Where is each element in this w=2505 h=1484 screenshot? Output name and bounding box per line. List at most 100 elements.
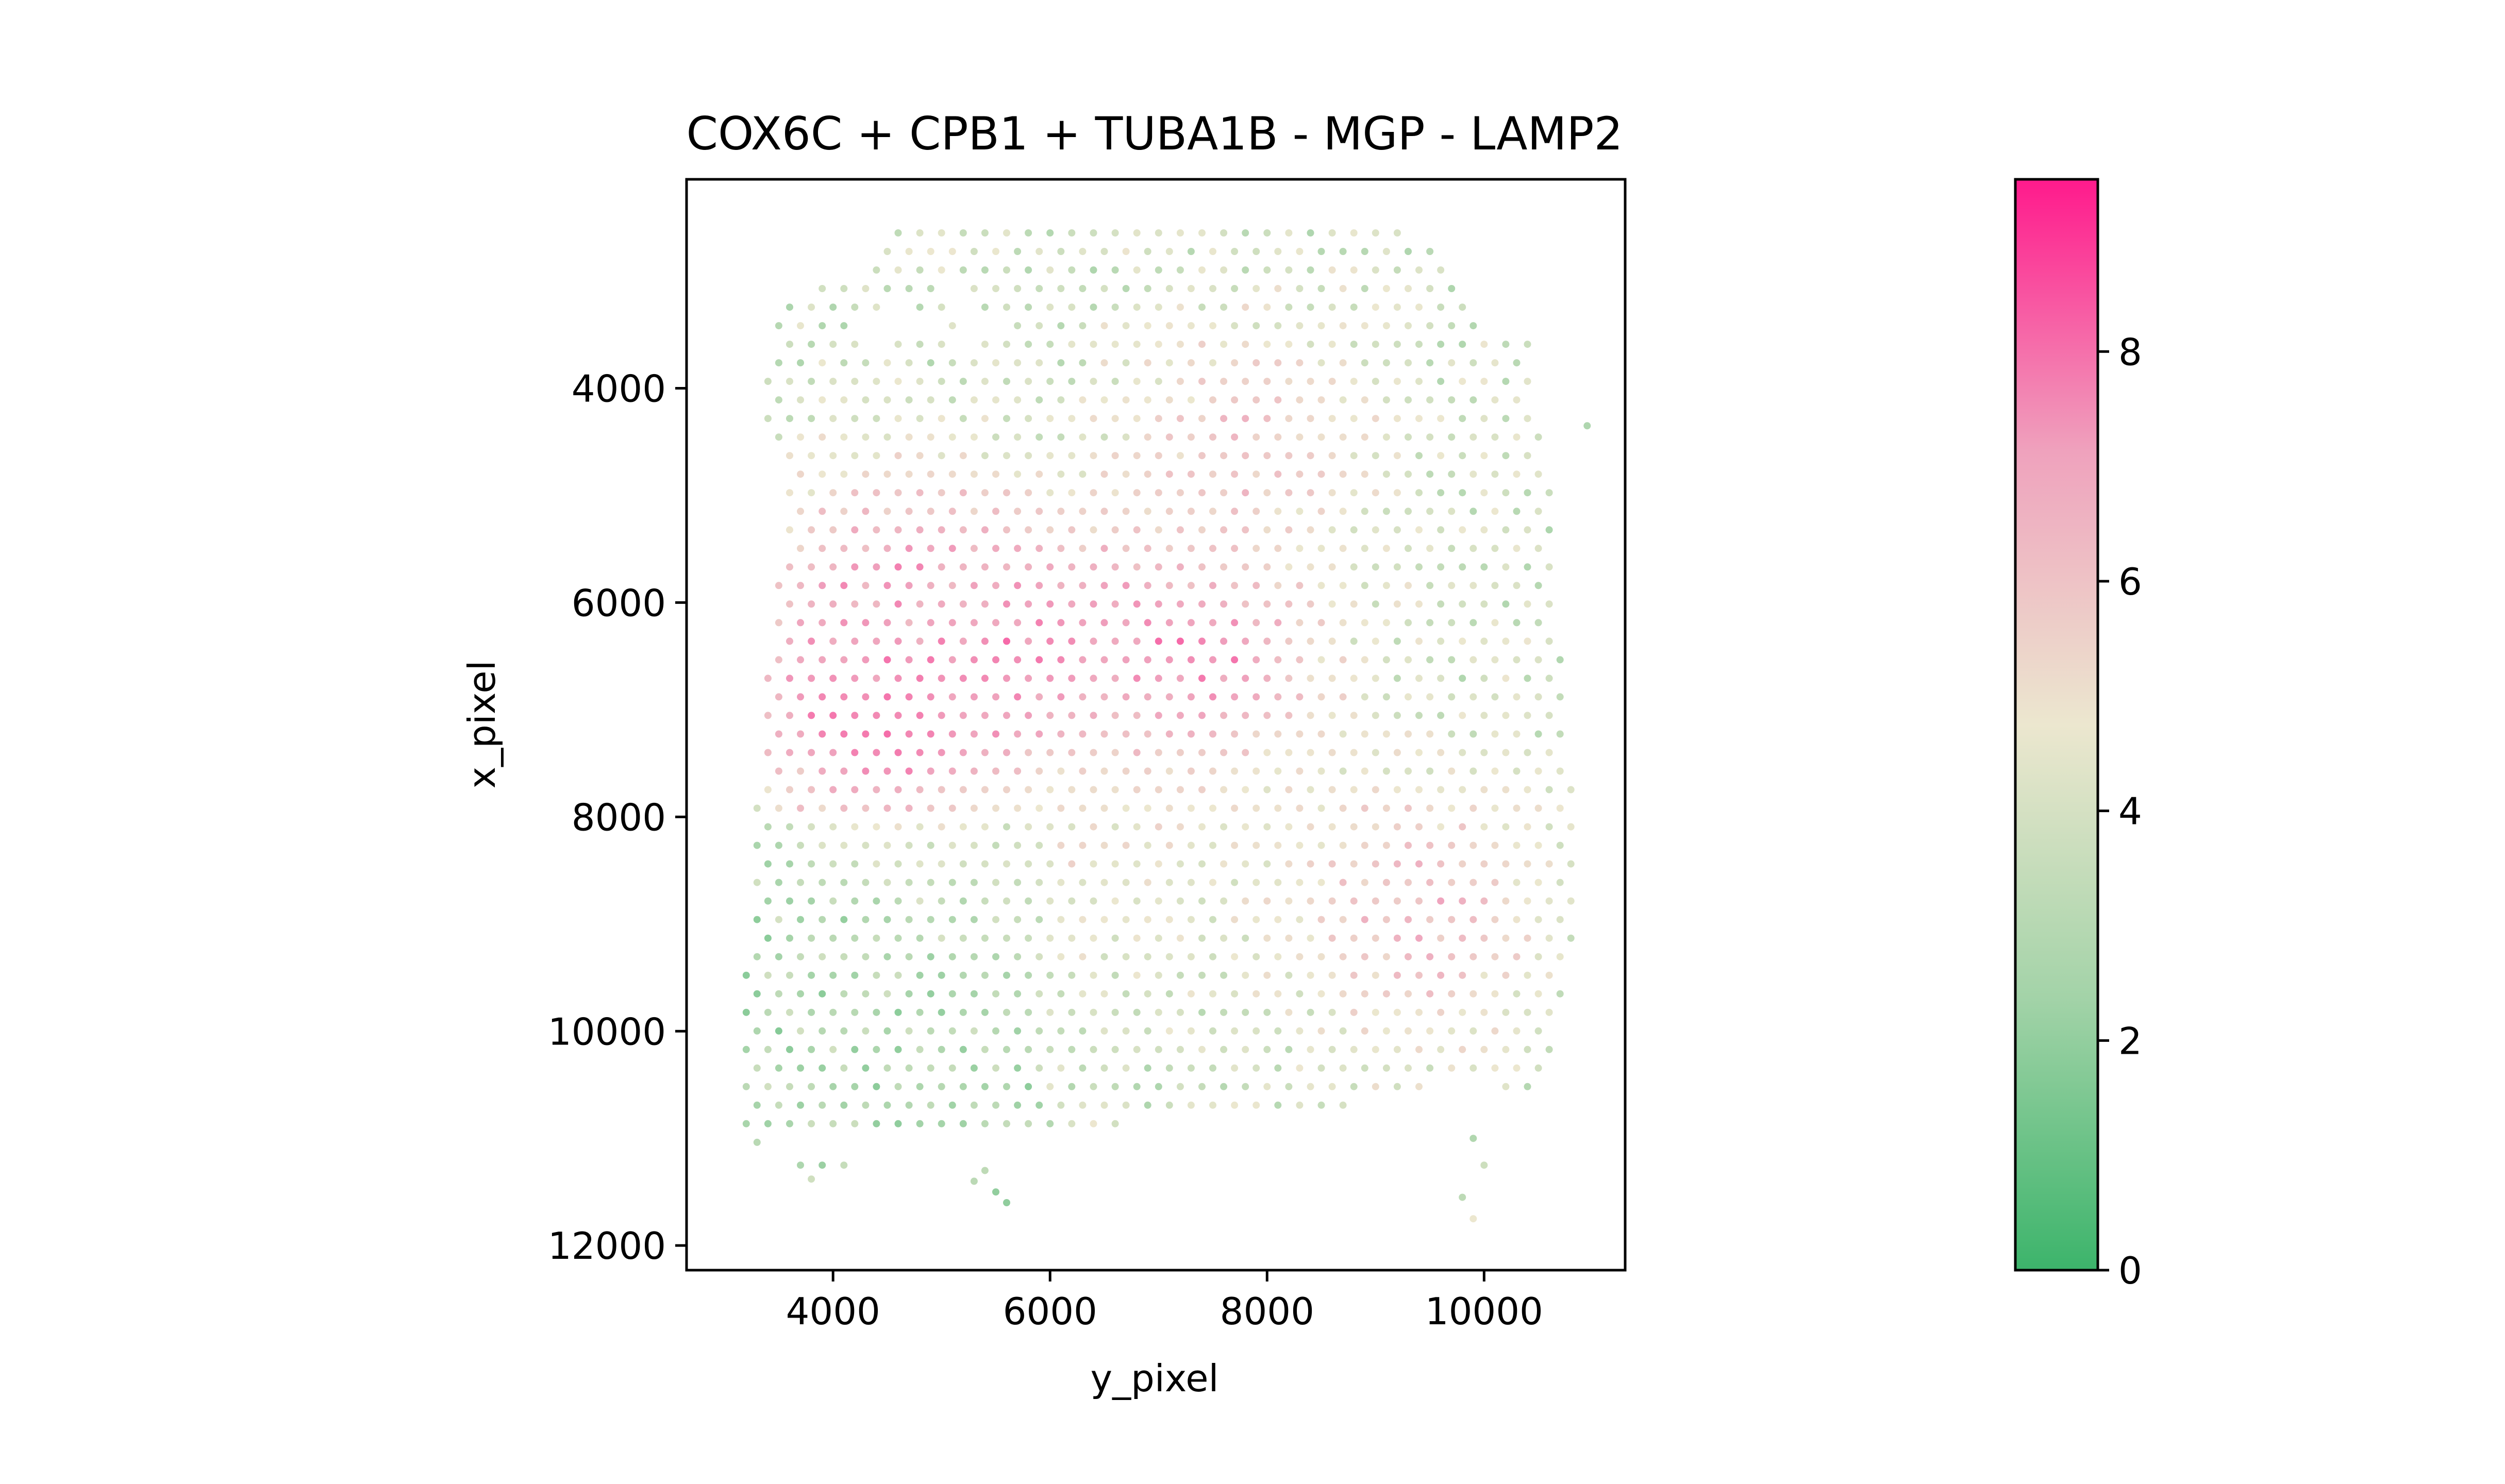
spot — [1090, 1083, 1097, 1090]
spot — [1415, 378, 1423, 385]
spot — [1036, 1027, 1043, 1035]
spot — [829, 303, 837, 311]
spot — [1307, 897, 1314, 905]
spot — [1393, 786, 1401, 794]
spot — [1068, 415, 1076, 423]
spot — [1307, 786, 1314, 794]
spot — [1111, 378, 1119, 385]
spot — [1165, 693, 1173, 701]
spot — [992, 656, 999, 664]
spot — [1437, 897, 1445, 905]
spot — [851, 637, 859, 645]
spot — [1220, 971, 1228, 979]
spot — [1405, 582, 1412, 589]
spot — [1480, 637, 1488, 645]
spot — [948, 396, 956, 404]
spot — [1003, 489, 1010, 497]
spot — [916, 600, 924, 608]
spot — [1361, 1064, 1368, 1072]
spot — [1122, 433, 1130, 441]
spot — [1144, 248, 1151, 255]
spot — [1382, 656, 1390, 664]
spot — [916, 860, 924, 868]
spot — [1285, 378, 1293, 385]
spot — [916, 266, 924, 274]
spot — [883, 470, 891, 478]
spot — [1187, 693, 1195, 701]
spot — [742, 971, 750, 979]
spot — [1274, 433, 1282, 441]
spot — [786, 563, 793, 571]
spot — [1426, 693, 1434, 701]
spot — [1057, 953, 1065, 960]
x-tick-label: 8000 — [1220, 1290, 1314, 1333]
spot — [1079, 953, 1087, 960]
spot — [916, 1045, 924, 1053]
spot — [1426, 656, 1434, 664]
spot — [1317, 359, 1325, 367]
spot — [1350, 526, 1358, 534]
spot — [1426, 433, 1434, 441]
spot — [1285, 637, 1293, 645]
spot — [959, 897, 967, 905]
spot — [829, 712, 837, 719]
spot — [1036, 841, 1043, 849]
spot — [1057, 879, 1065, 886]
spot — [840, 990, 848, 998]
spot — [1491, 953, 1499, 960]
spot — [992, 767, 999, 775]
spot — [1263, 378, 1271, 385]
spot — [819, 916, 826, 923]
spot — [948, 1064, 956, 1072]
spot — [1155, 934, 1162, 942]
spot — [1057, 656, 1065, 664]
spot — [927, 953, 934, 960]
spot — [819, 582, 826, 589]
spot — [1502, 600, 1510, 608]
spot — [1025, 1045, 1032, 1053]
spot — [1534, 693, 1542, 701]
spot — [927, 730, 934, 738]
spot — [1469, 359, 1477, 367]
spot — [1296, 990, 1304, 998]
spot — [1025, 823, 1032, 831]
spot — [927, 693, 934, 701]
spot — [1242, 378, 1249, 385]
spot — [1296, 1101, 1304, 1109]
spot — [1003, 1120, 1010, 1127]
spot — [1014, 508, 1022, 515]
spot — [1231, 1027, 1239, 1035]
spot — [905, 841, 913, 849]
spot — [1415, 934, 1423, 942]
spot — [1165, 433, 1173, 441]
spot — [1415, 823, 1423, 831]
spot — [883, 1101, 891, 1109]
spot — [840, 730, 848, 738]
spot — [1079, 1027, 1087, 1035]
spot — [786, 786, 793, 794]
spot — [948, 656, 956, 664]
spot — [1165, 1027, 1173, 1035]
spot — [1350, 563, 1358, 571]
spot — [797, 545, 804, 552]
spot — [1285, 563, 1293, 571]
spot — [1100, 953, 1108, 960]
y-tick-label: 6000 — [572, 581, 666, 625]
spot — [1057, 619, 1065, 627]
spot — [894, 341, 902, 348]
spot — [1209, 545, 1216, 552]
spot — [1068, 749, 1076, 756]
spot — [873, 897, 880, 905]
spot — [1100, 767, 1108, 775]
spot — [1187, 730, 1195, 738]
spot — [1144, 433, 1151, 441]
spot — [1459, 712, 1466, 719]
spot — [1502, 341, 1510, 348]
spot — [819, 285, 826, 292]
spot — [1144, 1027, 1151, 1035]
spot — [1448, 582, 1456, 589]
spot — [1090, 1008, 1097, 1016]
spot — [1155, 674, 1162, 682]
spot — [1545, 600, 1553, 608]
spot — [1469, 990, 1477, 998]
